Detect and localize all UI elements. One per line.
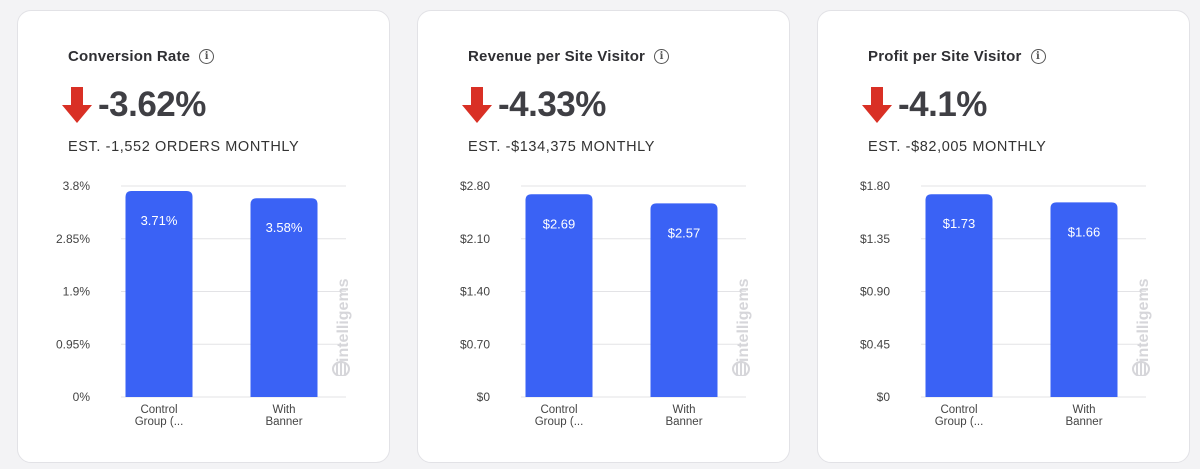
delta-value: -4.1% (898, 85, 987, 124)
x-category-label: Group (... (135, 416, 184, 428)
bar-value-label: 3.71% (141, 213, 178, 228)
info-icon[interactable]: i (199, 49, 215, 64)
profit-per-visitor-card: Profit per Site Visitor i -4.1% EST. -$8… (817, 10, 1190, 463)
card-title: Conversion Rate (68, 48, 191, 65)
svg-text:intelligems: intelligems (735, 278, 752, 362)
intelligems-watermark: intelligems (732, 278, 752, 376)
down-arrow-icon (862, 87, 892, 123)
y-tick-label: $0 (877, 390, 891, 404)
y-tick-label: $1.80 (860, 179, 890, 193)
bar-chart: $0 $0.70 $1.40 $2.10 $2.80 $2.69 ControlGroup … (460, 179, 746, 428)
bar-value-label: 3.58% (266, 220, 303, 235)
y-tick-label: $0 (477, 390, 491, 404)
y-tick-label: $2.10 (460, 232, 490, 246)
info-icon[interactable]: i (1030, 49, 1046, 64)
svg-text:intelligems: intelligems (335, 278, 352, 362)
estimate-text: EST. -1,552 ORDERS MONTHLY (68, 139, 300, 155)
bar (250, 198, 318, 397)
card-title: Revenue per Site Visitor (468, 48, 646, 65)
card-title: Profit per Site Visitor (868, 48, 1022, 65)
y-tick-label: 0% (73, 390, 91, 404)
y-tick-label: $1.40 (460, 285, 490, 299)
delta-value: -3.62% (98, 85, 206, 124)
x-category-label: With (273, 404, 296, 416)
x-category-label: Group (... (935, 416, 984, 428)
y-tick-label: $1.35 (860, 232, 890, 246)
y-tick-label: $0.45 (860, 337, 890, 351)
estimate-text: EST. -$82,005 MONTHLY (868, 139, 1047, 155)
x-category-label: Banner (265, 416, 302, 428)
x-category-label: Control (940, 404, 977, 416)
x-category-label: Control (540, 404, 577, 416)
bar (1050, 202, 1118, 397)
info-icon[interactable]: i (654, 49, 670, 64)
bar (650, 203, 718, 397)
y-tick-label: 3.8% (63, 179, 91, 193)
x-category-label: Control (140, 404, 177, 416)
x-category-label: With (1073, 404, 1096, 416)
bar-value-label: $2.57 (668, 225, 701, 240)
conversion-rate-card: Conversion Rate i -3.62% EST. -1,552 ORD… (17, 10, 390, 463)
bar (525, 194, 593, 397)
intelligems-watermark: intelligems (1132, 278, 1152, 376)
x-category-label: Group (... (535, 416, 584, 428)
down-arrow-icon (62, 87, 92, 123)
x-category-label: Banner (665, 416, 702, 428)
y-tick-label: 2.85% (56, 232, 90, 246)
down-arrow-icon (462, 87, 492, 123)
bar-value-label: $2.69 (543, 216, 576, 231)
y-tick-label: 0.95% (56, 337, 90, 351)
intelligems-watermark: intelligems (332, 278, 352, 376)
bar (925, 194, 993, 397)
bar-value-label: $1.66 (1068, 224, 1101, 239)
x-category-label: With (673, 404, 696, 416)
y-tick-label: $0.70 (460, 337, 490, 351)
bar-value-label: $1.73 (943, 216, 976, 231)
bar-chart: $0 $0.45 $0.90 $1.35 $1.80 $1.73 ControlGroup … (860, 179, 1146, 428)
y-tick-label: 1.9% (63, 285, 91, 299)
estimate-text: EST. -$134,375 MONTHLY (468, 139, 656, 155)
y-tick-label: $0.90 (860, 285, 890, 299)
svg-text:intelligems: intelligems (1135, 278, 1152, 362)
revenue-per-visitor-card: Revenue per Site Visitor i -4.33% EST. -… (417, 10, 790, 463)
bar (125, 190, 193, 397)
x-category-label: Banner (1065, 416, 1102, 428)
delta-value: -4.33% (498, 85, 606, 124)
y-tick-label: $2.80 (460, 179, 490, 193)
